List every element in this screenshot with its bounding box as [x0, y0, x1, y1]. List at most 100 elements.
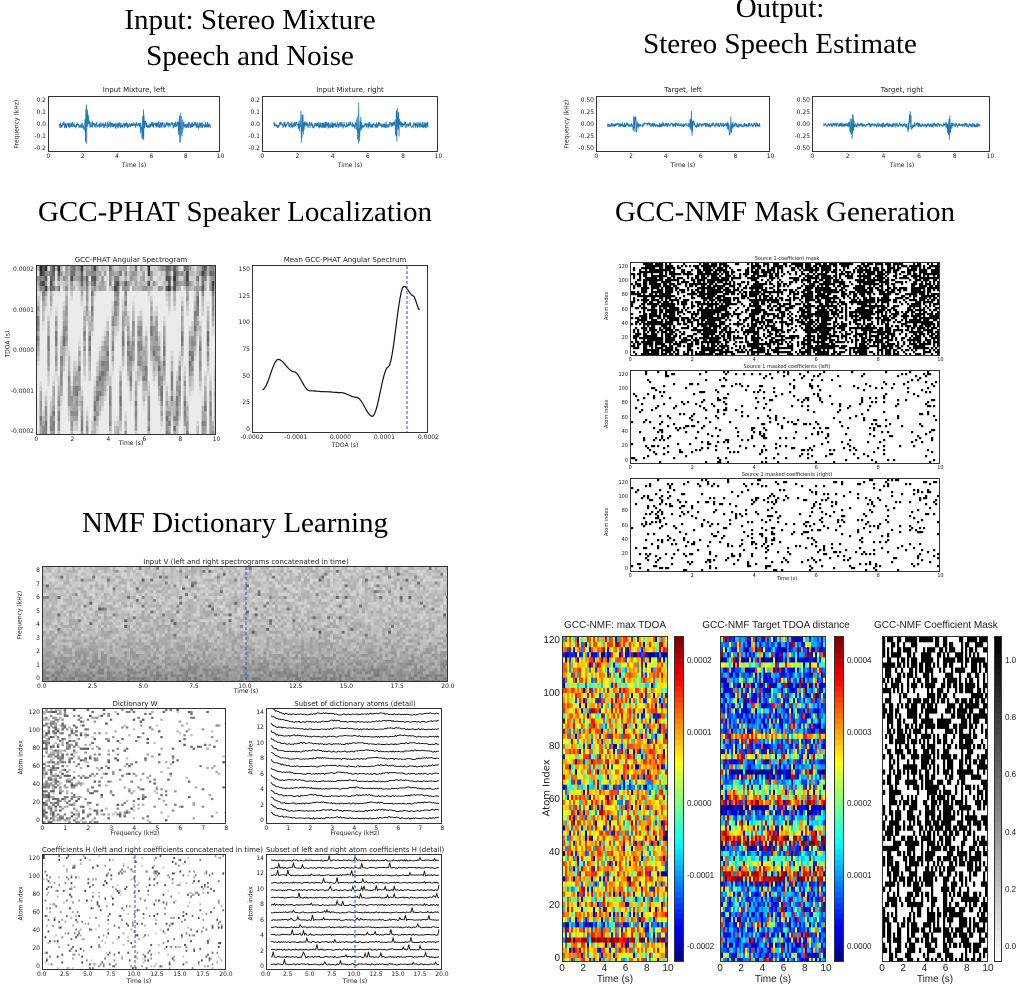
spectrogram-cell — [85, 366, 89, 372]
mask-cell — [715, 265, 718, 268]
spectrogram-cell — [206, 316, 210, 322]
spectrogram-cell — [209, 371, 213, 377]
spectrogram-cell — [132, 326, 136, 332]
mask-cell — [747, 277, 750, 280]
spectrogram-cell — [85, 336, 89, 342]
spectrogram-cell — [65, 296, 69, 302]
spectrogram-cell — [37, 311, 40, 317]
mask-cell — [773, 355, 775, 356]
spectrogram-cell — [186, 386, 190, 392]
mask-cell — [811, 315, 814, 318]
mask-cell — [661, 299, 664, 302]
spectrogram-cell — [191, 301, 195, 307]
mask-cell — [659, 337, 662, 340]
spectrogram-cell — [129, 371, 133, 377]
mask-cell — [759, 307, 762, 310]
spectrogram-cell — [150, 426, 154, 432]
spectrogram-cell — [132, 266, 136, 272]
spectrogram-cell — [109, 381, 112, 387]
spectrogram-cell — [134, 361, 138, 367]
spectrogram-cell — [37, 371, 40, 377]
mask-cell — [647, 287, 650, 290]
mask-cell — [705, 271, 708, 274]
spectrogram-cell — [55, 331, 58, 337]
spectrogram-cell — [39, 346, 43, 352]
mask-cell — [713, 295, 716, 298]
mask-cell — [663, 283, 666, 286]
spectrogram-cell — [175, 331, 179, 337]
spectrogram-cell — [62, 286, 66, 292]
mask-cell — [803, 277, 806, 280]
mask-cell — [811, 267, 814, 270]
mask-cell — [657, 315, 660, 318]
mask-cell — [719, 317, 722, 320]
mask-cell — [801, 351, 804, 354]
spectrogram-cell — [80, 331, 84, 337]
mask-cell — [775, 333, 778, 336]
mask-cell — [681, 341, 684, 344]
mask-cell — [673, 327, 676, 330]
mask-cell — [677, 267, 680, 270]
spectrogram-cell — [78, 321, 82, 327]
mask-cell — [787, 325, 790, 328]
mask-cell — [755, 305, 758, 308]
spectrogram-cell — [163, 311, 166, 317]
spectrogram-cell — [93, 266, 97, 272]
spectrogram-cell — [106, 401, 110, 407]
spectrogram-cell — [183, 421, 187, 427]
mask-cell — [695, 329, 698, 332]
x-tick-label: 8 — [953, 153, 957, 160]
waveform-line — [273, 102, 429, 144]
mask-cell — [755, 351, 758, 354]
mask-cell — [721, 349, 724, 352]
mask-cell — [701, 279, 704, 282]
spectrogram-cell — [65, 326, 69, 332]
spectrogram-cell — [129, 366, 133, 372]
mask-cell — [783, 273, 786, 276]
spectrogram-cell — [60, 326, 64, 332]
spectrogram-cell — [42, 426, 46, 432]
spectrogram-cell — [62, 356, 66, 362]
spectrogram-cell — [137, 336, 141, 342]
mask-cell — [747, 269, 750, 272]
spectrogram-cell — [55, 356, 58, 362]
mask-cell — [709, 265, 712, 268]
x-axis-label: Time (s) — [48, 162, 220, 169]
spectrogram-cell — [96, 346, 100, 352]
mask-cell — [727, 283, 730, 286]
spectrogram-cell — [132, 406, 136, 412]
spectrogram-cell — [85, 411, 89, 417]
spectrogram-cell — [91, 351, 94, 357]
spectrogram-cell — [42, 296, 46, 302]
spectrogram-cell — [78, 296, 82, 302]
mask-cell — [783, 331, 786, 334]
spectrogram-cell — [206, 376, 210, 382]
spectrogram-cell — [201, 336, 205, 342]
mask-cell — [699, 323, 702, 326]
mask-cell — [665, 281, 668, 284]
mask-cell — [757, 269, 760, 272]
spectrogram-cell — [152, 301, 156, 307]
spectrogram-cell — [137, 326, 141, 332]
mask-cell — [801, 347, 804, 350]
spectrogram-cell — [214, 421, 215, 427]
spectrogram-cell — [170, 336, 174, 342]
spectrogram-cell — [106, 336, 110, 342]
spectrogram-cell — [193, 331, 197, 337]
spectrogram-cell — [150, 321, 154, 327]
mask-cell — [701, 319, 704, 322]
mask-cell — [665, 267, 668, 270]
mask-cell — [653, 333, 656, 336]
mask-cell — [725, 339, 728, 342]
mask-cell — [721, 347, 724, 350]
mask-cell — [651, 273, 654, 276]
spectrogram-cell — [60, 316, 64, 322]
mask-cell — [643, 279, 646, 282]
spectrogram-cell — [96, 331, 100, 337]
spectrogram-cell — [111, 401, 115, 407]
spectrogram-cell — [204, 431, 208, 434]
mask-cell — [745, 293, 748, 296]
mask-cell — [655, 265, 658, 268]
spectrogram-cell — [93, 371, 97, 377]
spectrogram-cell — [214, 316, 215, 322]
